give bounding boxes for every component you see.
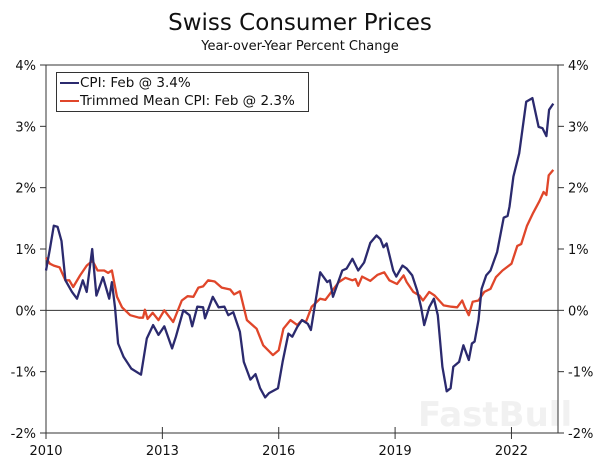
chart-title: Swiss Consumer Prices [168, 10, 432, 36]
y-tick-label-right: 3% [568, 120, 589, 135]
y-tick-label-right: 2% [568, 182, 589, 197]
y-tick-label-left: 0% [15, 304, 36, 319]
y-tick-label-right: 4% [568, 59, 589, 74]
y-tick-label-left: 3% [15, 120, 36, 135]
y-tick-label-left: -1% [11, 366, 36, 381]
x-tick-label: 2022 [495, 444, 528, 459]
legend-item-cpi: CPI: Feb @ 3.4% [60, 74, 308, 92]
plot-frame [45, 64, 559, 434]
y-tick-label-right: -2% [568, 427, 593, 442]
x-tick-label: 2013 [146, 444, 179, 459]
legend: CPI: Feb @ 3.4% Trimmed Mean CPI: Feb @ … [56, 72, 309, 112]
y-tick-label-right: -1% [568, 366, 593, 381]
x-tick-label: 2019 [379, 444, 412, 459]
legend-label-cpi: CPI: Feb @ 3.4% [80, 75, 191, 91]
legend-swatch-trimmed-mean [60, 100, 79, 102]
chart-subtitle: Year-over-Year Percent Change [201, 39, 399, 54]
cpi-line [44, 96, 555, 399]
y-tick-label-left: 1% [15, 243, 36, 258]
legend-label-trimmed-mean: Trimmed Mean CPI: Feb @ 2.3% [80, 93, 295, 109]
x-tick-label: 2016 [262, 444, 295, 459]
legend-item-trimmed-mean: Trimmed Mean CPI: Feb @ 2.3% [60, 92, 308, 110]
y-tick-label-right: 1% [568, 243, 589, 258]
y-tick-label-right: 0% [568, 304, 589, 319]
y-tick-label-left: 2% [15, 182, 36, 197]
x-tick-label: 2010 [29, 444, 62, 459]
legend-swatch-cpi [60, 82, 79, 84]
y-tick-label-left: -2% [11, 427, 36, 442]
y-tick-label-left: 4% [15, 59, 36, 74]
watermark: FastBull [418, 395, 572, 435]
